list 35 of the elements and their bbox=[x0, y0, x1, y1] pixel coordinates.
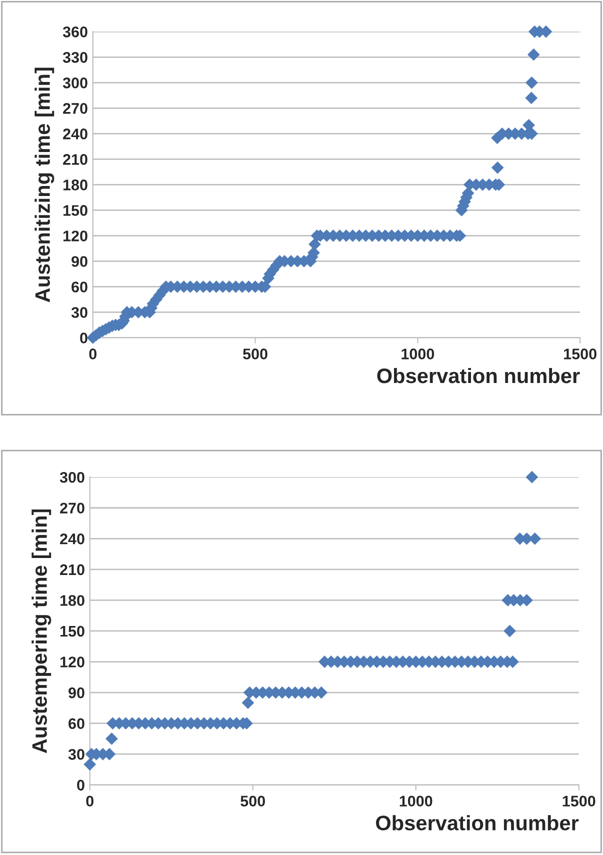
y-tick-label: 270 bbox=[60, 502, 84, 514]
y-tick-label: 180 bbox=[60, 595, 84, 606]
y-tick-label: 300 bbox=[62, 78, 88, 88]
y-tick-label: 0 bbox=[77, 780, 84, 791]
x-tick-label: 0 bbox=[89, 348, 96, 360]
y-tick-label: 90 bbox=[72, 256, 88, 267]
y-axis-title: Austenitizing time [min] bbox=[34, 68, 54, 302]
y-tick-label: 330 bbox=[62, 52, 88, 63]
y-tick-label: 360 bbox=[62, 26, 88, 38]
y-tick-label: 240 bbox=[63, 128, 88, 140]
y-tick-label: 0 bbox=[80, 332, 88, 344]
y-tick-label: 210 bbox=[63, 154, 88, 165]
y-tick-label: 60 bbox=[68, 718, 84, 730]
y-tick-label: 240 bbox=[60, 534, 84, 544]
x-tick-label: 1000 bbox=[400, 796, 432, 807]
y-tick-label: 180 bbox=[63, 180, 88, 190]
y-axis-title: Austempering time [min] bbox=[32, 509, 52, 754]
y-tick-label: 90 bbox=[68, 687, 84, 698]
y-tick-label: 300 bbox=[60, 472, 84, 483]
y-tick-label: 60 bbox=[72, 282, 88, 292]
y-tick-label: 30 bbox=[68, 748, 84, 760]
y-tick-label: 270 bbox=[63, 103, 88, 114]
y-tick-label: 30 bbox=[71, 307, 88, 318]
x-tick-label: 500 bbox=[240, 796, 265, 807]
x-tick-label: 1000 bbox=[402, 348, 434, 360]
y-tick-label: 210 bbox=[60, 564, 84, 576]
x-tick-label: 500 bbox=[242, 348, 268, 360]
x-tick-label: 1500 bbox=[564, 348, 596, 360]
x-axis-title: Observation number bbox=[377, 368, 580, 384]
x-axis-title: Observation number bbox=[376, 815, 579, 830]
x-tick-label: 1500 bbox=[562, 796, 596, 807]
y-tick-label: 120 bbox=[60, 656, 84, 668]
y-tick-label: 150 bbox=[60, 626, 84, 637]
y-tick-label: 150 bbox=[63, 205, 88, 216]
y-tick-label: 120 bbox=[63, 230, 88, 242]
